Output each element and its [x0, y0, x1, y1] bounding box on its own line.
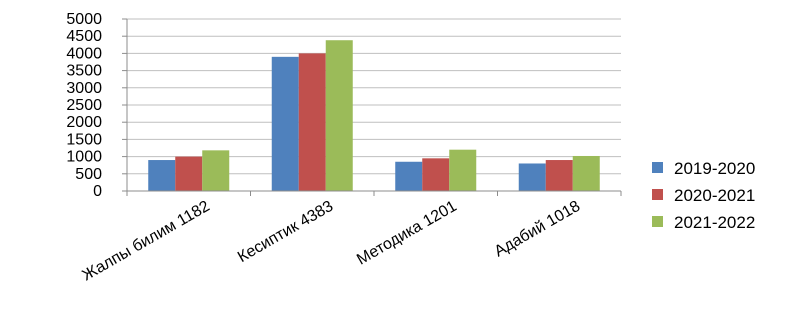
y-tick-label: 500	[75, 166, 102, 183]
y-tick-label: 4000	[66, 45, 102, 62]
legend-swatch-2021-2022	[652, 216, 663, 227]
legend-swatch-2019-2020	[652, 162, 663, 173]
bar-2020-2021-0	[175, 156, 203, 191]
bar-2020-2021-3	[545, 160, 573, 191]
y-tick-label: 4500	[66, 28, 102, 45]
category-label: Жалпы билим 1182	[80, 198, 213, 285]
legend-label: 2019-2020	[674, 159, 755, 178]
y-tick-label: 5000	[66, 11, 102, 28]
y-tick-label: 1000	[66, 149, 102, 166]
bar-2019-2020-3	[518, 163, 546, 191]
gridlines	[127, 18, 621, 175]
bar-2019-2020-2	[395, 161, 423, 191]
category-label: Адабий 1018	[492, 198, 584, 261]
bar-2021-2022-3	[572, 155, 600, 191]
y-tick-label: 2500	[66, 97, 102, 114]
y-tick-label: 0	[93, 183, 102, 200]
bar-2020-2021-1	[298, 53, 326, 192]
bar-2020-2021-2	[422, 158, 450, 191]
x-axis: Жалпы билим 1182 Кесиптик 4383 Методика 12…	[80, 190, 622, 285]
bar-2019-2020-0	[148, 160, 176, 191]
bar-2019-2020-1	[271, 56, 299, 192]
bars	[148, 40, 600, 192]
category-label: Кесиптик 4383	[235, 198, 336, 266]
legend: 2019-2020 2020-2021 2021-2022	[652, 159, 755, 232]
y-tick-label: 2000	[66, 114, 102, 131]
category-label: Методика 1201	[354, 198, 460, 269]
bar-2021-2022-1	[325, 40, 353, 192]
y-tick-label: 1500	[66, 131, 102, 148]
legend-swatch-2020-2021	[652, 189, 663, 200]
bar-2021-2022-0	[202, 150, 230, 191]
bar-2021-2022-2	[449, 149, 477, 191]
y-tick-label: 3500	[66, 63, 102, 80]
legend-label: 2021-2022	[674, 213, 755, 232]
y-tick-label: 3000	[66, 80, 102, 97]
legend-label: 2020-2021	[674, 186, 755, 205]
